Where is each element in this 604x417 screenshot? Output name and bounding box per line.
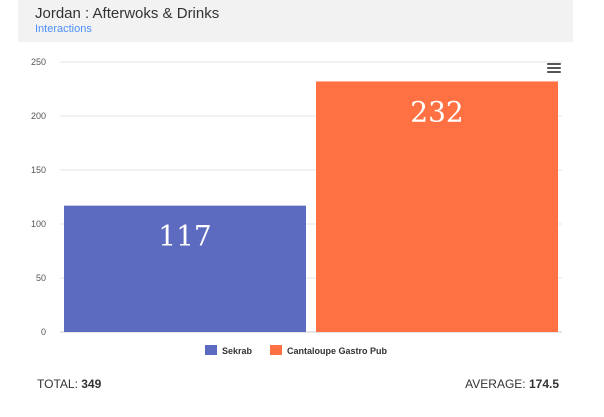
legend-swatch-0 — [205, 345, 217, 355]
total-value: 349 — [81, 377, 102, 391]
y-tick-label-50: 50 — [36, 273, 46, 283]
hamburger-menu-icon[interactable] — [547, 63, 561, 75]
chart-header: Jordan : Afterwoks & Drinks Interactions — [18, 0, 573, 42]
bar-cantaloupe-gastro-pub — [316, 81, 558, 332]
average-summary: AVERAGE: 174.5 — [465, 377, 559, 391]
chart-title: Jordan : Afterwoks & Drinks — [35, 5, 220, 22]
y-tick-label-250: 250 — [31, 57, 46, 67]
total-summary: TOTAL: 349 — [37, 377, 101, 391]
y-tick-label-0: 0 — [41, 327, 46, 337]
data-label-cantaloupe-gastro-pub: 232 — [410, 95, 463, 128]
bar-sekrab — [64, 205, 306, 332]
legend-label-0: Sekrab — [222, 346, 253, 356]
data-label-sekrab: 117 — [158, 220, 211, 253]
total-label: TOTAL: — [37, 377, 78, 391]
y-tick-label-100: 100 — [31, 219, 46, 229]
bar-chart: 0 50 100 150 200 250 117 232 Sekrab Cantaloupe Ga… — [31, 57, 562, 356]
chart-subtitle: Interactions — [35, 23, 92, 35]
y-tick-label-150: 150 — [31, 165, 46, 175]
legend-label-1: Cantaloupe Gastro Pub — [287, 346, 388, 356]
legend-swatch-1 — [270, 345, 282, 355]
y-tick-label-200: 200 — [31, 111, 46, 121]
average-label: AVERAGE: — [465, 377, 526, 391]
average-value: 174.5 — [528, 377, 559, 391]
